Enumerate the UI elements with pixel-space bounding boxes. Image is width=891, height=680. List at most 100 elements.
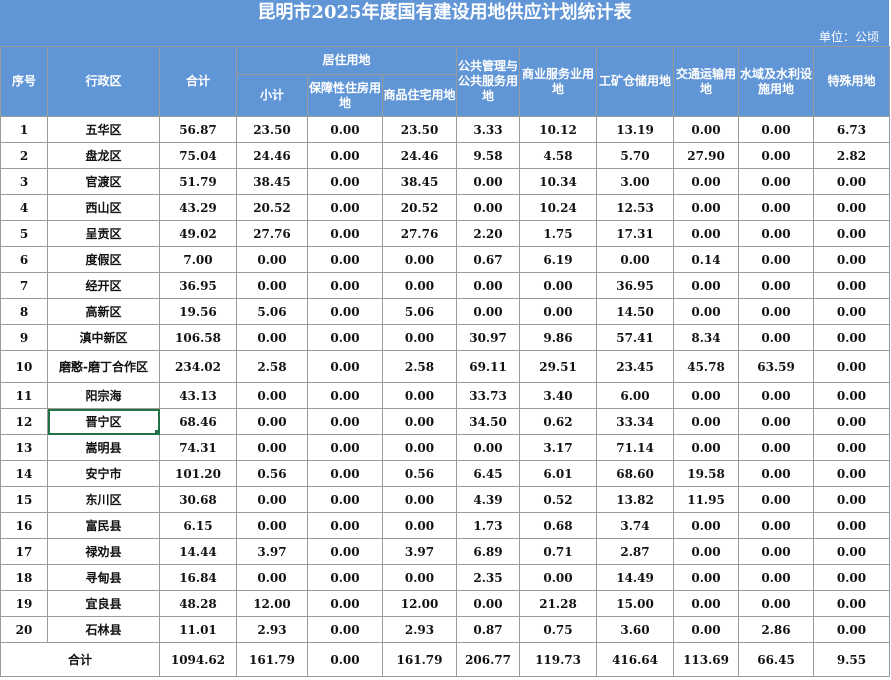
cell-commercial[interactable]: 38.45 [381,168,458,195]
totals-business[interactable]: 119.73 [519,642,598,677]
cell-commercial[interactable]: 12.00 [381,590,458,617]
cell-water[interactable]: 0.00 [738,324,815,351]
cell-public[interactable]: 2.35 [456,564,521,591]
cell-public[interactable]: 34.50 [456,408,521,435]
cell-industrial[interactable]: 36.95 [596,272,675,299]
cell-transport[interactable]: 27.90 [673,142,740,169]
cell-transport[interactable]: 0.00 [673,298,740,325]
cell-public[interactable]: 0.00 [456,272,521,299]
cell-business[interactable]: 10.24 [519,194,598,221]
cell-public[interactable]: 30.97 [456,324,521,351]
cell-water[interactable]: 0.00 [738,246,815,273]
cell-transport[interactable]: 0.00 [673,194,740,221]
cell-total[interactable]: 51.79 [159,168,237,195]
cell-public[interactable]: 0.00 [456,194,521,221]
cell-no[interactable]: 12 [0,408,48,435]
totals-transport[interactable]: 113.69 [673,642,740,677]
totals-water[interactable]: 66.45 [738,642,815,677]
cell-public[interactable]: 3.33 [456,116,521,143]
cell-industrial[interactable]: 23.45 [596,350,675,383]
cell-special[interactable]: 0.00 [813,486,891,513]
cell-total[interactable]: 16.84 [159,564,237,591]
cell-affordable[interactable]: 0.00 [307,434,383,461]
cell-business[interactable]: 0.71 [519,538,598,565]
cell-total[interactable]: 19.56 [159,298,237,325]
cell-public[interactable]: 6.45 [456,460,521,487]
cell-affordable[interactable]: 0.00 [307,382,383,409]
cell-commercial[interactable]: 0.00 [381,564,458,591]
cell-district[interactable]: 石林县 [47,616,160,643]
cell-water[interactable]: 0.00 [738,538,815,565]
cell-commercial[interactable]: 0.00 [381,486,458,513]
cell-business[interactable]: 0.62 [519,408,598,435]
cell-affordable[interactable]: 0.00 [307,486,383,513]
cell-district[interactable]: 寻甸县 [47,564,160,591]
header-subtotal[interactable]: 小计 [236,74,308,117]
cell-transport[interactable]: 11.95 [673,486,740,513]
cell-total[interactable]: 48.28 [159,590,237,617]
cell-special[interactable]: 0.00 [813,538,891,565]
cell-district[interactable]: 磨憨-磨丁合作区 [47,350,160,383]
cell-district[interactable]: 阳宗海 [47,382,160,409]
cell-affordable[interactable]: 0.00 [307,460,383,487]
cell-business[interactable]: 10.12 [519,116,598,143]
cell-commercial[interactable]: 23.50 [381,116,458,143]
cell-industrial[interactable]: 6.00 [596,382,675,409]
cell-water[interactable]: 0.00 [738,564,815,591]
cell-business[interactable]: 0.00 [519,564,598,591]
totals-public[interactable]: 206.77 [456,642,521,677]
cell-transport[interactable]: 0.00 [673,408,740,435]
cell-commercial[interactable]: 0.00 [381,324,458,351]
cell-district[interactable]: 滇中新区 [47,324,160,351]
cell-district[interactable]: 嵩明县 [47,434,160,461]
cell-public[interactable]: 2.20 [456,220,521,247]
cell-commercial[interactable]: 3.97 [381,538,458,565]
cell-industrial[interactable]: 15.00 [596,590,675,617]
cell-business[interactable]: 6.01 [519,460,598,487]
cell-affordable[interactable]: 0.00 [307,142,383,169]
cell-transport[interactable]: 0.14 [673,246,740,273]
cell-total[interactable]: 56.87 [159,116,237,143]
cell-special[interactable]: 6.73 [813,116,891,143]
cell-commercial[interactable]: 0.00 [381,434,458,461]
cell-industrial[interactable]: 14.50 [596,298,675,325]
cell-public[interactable]: 33.73 [456,382,521,409]
cell-industrial[interactable]: 68.60 [596,460,675,487]
cell-affordable[interactable]: 0.00 [307,272,383,299]
header-district[interactable]: 行政区 [47,46,160,117]
cell-no[interactable]: 14 [0,460,48,487]
cell-special[interactable]: 2.82 [813,142,891,169]
cell-district[interactable]: 度假区 [47,246,160,273]
cell-water[interactable]: 0.00 [738,116,815,143]
cell-no[interactable]: 5 [0,220,48,247]
cell-subtotal[interactable]: 5.06 [236,298,308,325]
cell-special[interactable]: 0.00 [813,434,891,461]
header-no[interactable]: 序号 [0,46,48,117]
cell-subtotal[interactable]: 27.76 [236,220,308,247]
cell-no[interactable]: 7 [0,272,48,299]
totals-subtotal[interactable]: 161.79 [236,642,308,677]
cell-commercial[interactable]: 0.00 [381,512,458,539]
cell-no[interactable]: 18 [0,564,48,591]
cell-transport[interactable]: 19.58 [673,460,740,487]
cell-industrial[interactable]: 13.19 [596,116,675,143]
cell-commercial[interactable]: 0.00 [381,408,458,435]
cell-subtotal[interactable]: 0.00 [236,564,308,591]
cell-public[interactable]: 9.58 [456,142,521,169]
cell-commercial[interactable]: 0.00 [381,272,458,299]
cell-subtotal[interactable]: 0.00 [236,246,308,273]
cell-affordable[interactable]: 0.00 [307,512,383,539]
cell-district[interactable]: 呈贡区 [47,220,160,247]
cell-transport[interactable]: 0.00 [673,616,740,643]
cell-total[interactable]: 43.13 [159,382,237,409]
cell-business[interactable]: 0.68 [519,512,598,539]
totals-affordable[interactable]: 0.00 [307,642,383,677]
cell-business[interactable]: 29.51 [519,350,598,383]
cell-subtotal[interactable]: 0.56 [236,460,308,487]
cell-industrial[interactable]: 33.34 [596,408,675,435]
cell-district[interactable]: 西山区 [47,194,160,221]
cell-total[interactable]: 14.44 [159,538,237,565]
cell-industrial[interactable]: 14.49 [596,564,675,591]
cell-water[interactable]: 0.00 [738,382,815,409]
cell-transport[interactable]: 8.34 [673,324,740,351]
